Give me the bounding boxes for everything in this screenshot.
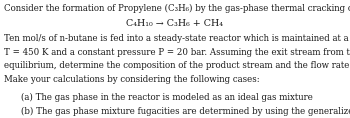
- Text: (a) The gas phase in the reactor is modeled as an ideal gas mixture: (a) The gas phase in the reactor is mode…: [21, 93, 313, 102]
- Text: Consider the formation of Propylene (C₃H₆) by the gas-phase thermal cracking of : Consider the formation of Propylene (C₃H…: [4, 4, 350, 13]
- Text: Make your calculations by considering the following cases:: Make your calculations by considering th…: [4, 75, 259, 84]
- Text: equilibrium, determine the composition of the product stream and the flow rate o: equilibrium, determine the composition o…: [4, 61, 350, 70]
- Text: C₄H₁₀ → C₃H₆ + CH₄: C₄H₁₀ → C₃H₆ + CH₄: [126, 19, 224, 28]
- Text: T = 450 K and a constant pressure P = 20 bar. Assuming the exit stream from the : T = 450 K and a constant pressure P = 20…: [4, 48, 350, 57]
- Text: Ten mol/s of n-butane is fed into a steady-state reactor which is maintained at : Ten mol/s of n-butane is fed into a stea…: [4, 34, 350, 43]
- Text: (b) The gas phase mixture fugacities are determined by using the generalized cor: (b) The gas phase mixture fugacities are…: [21, 107, 350, 116]
